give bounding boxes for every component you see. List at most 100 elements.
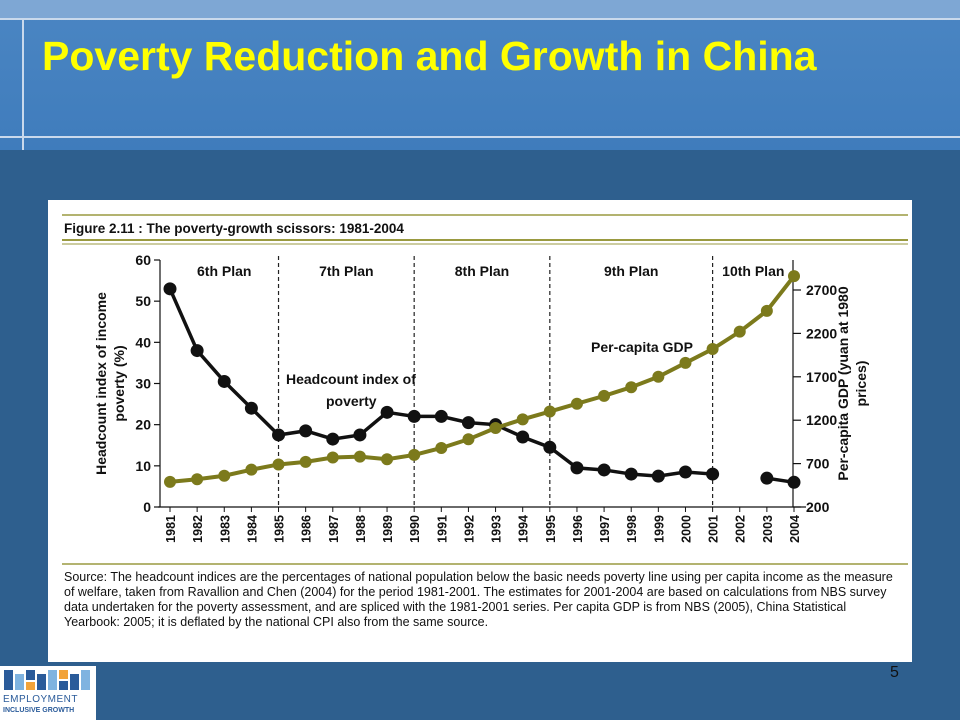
- y-left-tick-label: 50: [135, 293, 151, 309]
- gdp-point: [435, 441, 448, 454]
- headcount-point: [760, 471, 774, 485]
- x-tick-label: 1999: [652, 515, 666, 543]
- y-right-tick-label: 1200: [806, 412, 837, 428]
- x-tick-label: 1988: [354, 515, 368, 543]
- plan-label: 10th Plan: [722, 263, 784, 279]
- poverty-growth-chart: Figure 2.11 : The poverty-growth scissor…: [62, 214, 908, 565]
- headcount-point: [597, 463, 611, 477]
- x-tick-label: 1982: [191, 515, 205, 543]
- x-tick-label: 1997: [598, 515, 612, 543]
- x-tick-label: 1981: [164, 515, 178, 543]
- x-tick-label: 1989: [381, 515, 395, 543]
- figure-source-note: Source: The headcount indices are the pe…: [64, 570, 893, 629]
- gdp-point: [733, 325, 746, 338]
- plan-label: 6th Plan: [197, 263, 251, 279]
- x-tick-label: 2001: [707, 515, 721, 543]
- y-left-tick-label: 0: [143, 499, 151, 515]
- headcount-point: [651, 469, 665, 483]
- gdp-point: [272, 458, 285, 471]
- y-right-tick-label: 2700: [806, 282, 837, 298]
- slide-header: Poverty Reduction and Growth in China: [0, 0, 960, 150]
- headcount-annotation-line1: Headcount index of: [286, 371, 416, 387]
- gdp-point: [679, 356, 692, 369]
- gdp-series-line: [169, 274, 796, 484]
- gdp-point: [245, 463, 258, 476]
- headcount-point: [326, 432, 340, 446]
- y-right-axis-title: Per-capita GDP (yuan at 1980 prices): [835, 286, 869, 480]
- headcount-point: [407, 409, 421, 423]
- gdp-point: [381, 453, 394, 466]
- gdp-point: [489, 422, 502, 435]
- plan-layer: 6th Plan 7th Plan 8th Plan 9th Plan 10th Pla…: [197, 256, 784, 507]
- y-left-tick-label: 30: [135, 376, 151, 392]
- headcount-point: [624, 467, 638, 481]
- y-left-axis-title-line1: Headcount index of income: [93, 292, 109, 475]
- x-tick-label: 1994: [517, 515, 531, 543]
- gdp-point: [788, 270, 800, 283]
- x-tick-label: 1983: [218, 515, 232, 543]
- gdp-point: [353, 450, 366, 463]
- header-rule-bottom: [0, 136, 960, 138]
- headcount-point: [434, 409, 448, 423]
- gdp-point: [652, 370, 665, 383]
- headcount-point: [570, 461, 584, 475]
- gdp-point: [191, 473, 204, 486]
- y-left-tick-label: 60: [135, 252, 151, 268]
- y-left-axis-title: Headcount index of income poverty (%): [93, 292, 127, 475]
- y-right-axis-title-line1: Per-capita GDP (yuan at 1980: [835, 286, 851, 480]
- x-tick-label: 2004: [788, 515, 802, 543]
- figure-panel: Figure 2.11 : The poverty-growth scissor…: [48, 200, 912, 662]
- gdp-point: [598, 389, 611, 402]
- x-tick-label: 1984: [245, 515, 259, 543]
- gdp-point: [543, 405, 556, 418]
- headcount-point: [706, 467, 720, 481]
- series-layer: [163, 270, 801, 489]
- header-vertical-rule: [22, 18, 24, 150]
- x-tick-label: 2002: [734, 515, 748, 543]
- y-left-tick-label: 10: [135, 458, 151, 474]
- gdp-point: [625, 381, 638, 394]
- x-tick-label: 1996: [571, 515, 585, 543]
- header-top-band: [0, 0, 960, 18]
- gdp-annotation: Per-capita GDP: [591, 339, 693, 355]
- headcount-point: [353, 428, 367, 442]
- y-left-tick-label: 20: [135, 417, 151, 433]
- plan-label: 8th Plan: [455, 263, 509, 279]
- gdp-point: [570, 397, 583, 410]
- logo: EMPLOYMENT INCLUSIVE GROWTH: [0, 666, 96, 720]
- figure-title: Figure 2.11 : The poverty-growth scissor…: [64, 221, 404, 236]
- headcount-point: [543, 440, 557, 454]
- y-left-tick-label: 40: [135, 334, 151, 350]
- y-right-tick-label: 1700: [806, 369, 837, 385]
- headcount-point: [678, 465, 692, 479]
- y-right-tick-label: 700: [806, 456, 830, 472]
- gdp-point: [326, 451, 339, 464]
- axes-layer: 0 10 20 30 40 50 60 200 700 1200 1700 2200 2700 Headc…: [93, 252, 869, 543]
- page-number: 5: [890, 664, 899, 681]
- gdp-point: [706, 343, 719, 356]
- headcount-point: [163, 282, 177, 296]
- y-right-axis-title-line2: prices): [853, 361, 869, 407]
- headcount-point: [190, 344, 204, 358]
- gdp-point: [218, 469, 231, 482]
- y-right-tick-label: 200: [806, 499, 830, 515]
- logo-mark: [4, 670, 90, 690]
- headcount-point: [461, 416, 475, 430]
- logo-text-inclusive-growth: INCLUSIVE GROWTH: [3, 707, 75, 714]
- gdp-point: [164, 475, 176, 488]
- x-tick-label: 2000: [679, 515, 693, 543]
- gdp-point: [299, 455, 312, 468]
- x-tick-label: 1998: [625, 515, 639, 543]
- x-tick-label: 1985: [273, 515, 287, 543]
- slide-title: Poverty Reduction and Growth in China: [42, 33, 817, 79]
- x-tick-label: 1995: [544, 515, 558, 543]
- headcount-point: [787, 475, 801, 489]
- x-tick-label: 1992: [462, 515, 476, 543]
- x-tick-label: 1987: [327, 515, 341, 543]
- headcount-point: [272, 428, 286, 442]
- gdp-point: [408, 448, 421, 461]
- headcount-point: [380, 405, 394, 419]
- x-tick-label: 1986: [300, 515, 314, 543]
- gdp-point: [462, 433, 475, 446]
- x-tick-label: 1990: [408, 515, 422, 543]
